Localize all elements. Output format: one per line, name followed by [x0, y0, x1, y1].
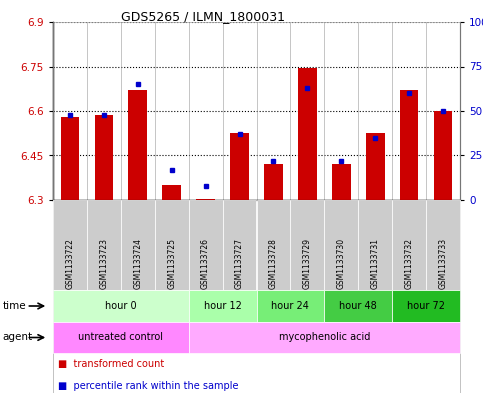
Bar	[298, 68, 317, 200]
Bar	[332, 164, 351, 200]
Text: hour 24: hour 24	[271, 301, 309, 311]
Bar	[264, 164, 283, 200]
Bar	[95, 116, 113, 200]
Text: hour 12: hour 12	[204, 301, 242, 311]
Text: GSM1133727: GSM1133727	[235, 238, 244, 289]
Text: GSM1133723: GSM1133723	[99, 238, 108, 289]
Text: GSM1133724: GSM1133724	[133, 238, 142, 289]
Bar	[162, 185, 181, 200]
Text: time: time	[2, 301, 26, 311]
Text: GSM1133729: GSM1133729	[303, 238, 312, 289]
Text: GDS5265 / ILMN_1800031: GDS5265 / ILMN_1800031	[121, 10, 285, 23]
Bar	[434, 111, 453, 200]
Text: ■  transformed count: ■ transformed count	[58, 359, 164, 369]
Text: GSM1133730: GSM1133730	[337, 238, 346, 289]
Text: hour 72: hour 72	[407, 301, 445, 311]
Text: GSM1133726: GSM1133726	[201, 238, 210, 289]
Text: hour 0: hour 0	[105, 301, 137, 311]
Bar	[230, 133, 249, 200]
Text: mycophenolic acid: mycophenolic acid	[279, 332, 370, 343]
Text: GSM1133722: GSM1133722	[66, 238, 74, 289]
Text: GSM1133732: GSM1133732	[405, 238, 413, 289]
Bar	[61, 117, 79, 200]
Bar	[196, 198, 215, 200]
Text: GSM1133731: GSM1133731	[371, 238, 380, 289]
Text: ■  percentile rank within the sample: ■ percentile rank within the sample	[58, 380, 238, 391]
Text: GSM1133733: GSM1133733	[439, 238, 448, 289]
Text: agent: agent	[2, 332, 32, 343]
Bar	[128, 90, 147, 200]
Text: GSM1133728: GSM1133728	[269, 238, 278, 289]
Text: hour 48: hour 48	[340, 301, 377, 311]
Bar	[400, 90, 418, 200]
Bar	[366, 133, 384, 200]
Text: untreated control: untreated control	[78, 332, 163, 343]
Text: GSM1133725: GSM1133725	[167, 238, 176, 289]
